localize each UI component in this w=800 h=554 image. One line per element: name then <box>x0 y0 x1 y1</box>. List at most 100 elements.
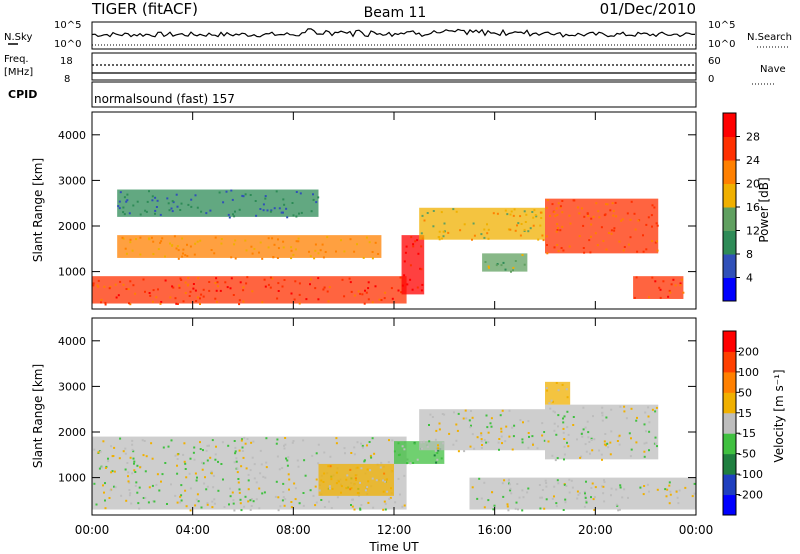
heatmap-speckle <box>124 247 127 250</box>
heatmap-speckle <box>159 213 162 216</box>
heatmap-speckle <box>503 479 506 482</box>
heatmap-speckle <box>557 227 559 229</box>
heatmap-speckle <box>330 507 333 509</box>
heatmap-speckle <box>242 456 245 459</box>
heatmap-speckle <box>557 250 560 252</box>
heatmap-speckle <box>114 283 117 286</box>
heatmap-speckle <box>533 209 536 212</box>
heatmap-speckle <box>400 291 403 294</box>
heatmap-speckle <box>271 277 274 280</box>
heatmap-speckle <box>559 229 562 232</box>
heatmap-speckle <box>572 416 575 418</box>
heatmap-speckle <box>212 474 215 477</box>
heatmap-speckle <box>229 287 232 290</box>
heatmap-speckle <box>182 252 184 255</box>
heatmap-speckle <box>226 286 229 289</box>
heatmap-speckle <box>603 443 606 446</box>
heatmap-speckle <box>139 466 142 469</box>
heatmap-speckle <box>159 241 162 244</box>
heatmap-speckle <box>437 449 440 452</box>
heatmap-speckle <box>188 295 191 297</box>
heatmap-speckle <box>245 467 248 470</box>
beam-title: Beam 11 <box>364 5 427 21</box>
y-tick-label: 2000 <box>58 220 86 233</box>
heatmap-speckle <box>133 469 136 472</box>
heatmap-speckle <box>654 442 657 445</box>
heatmap-speckle <box>382 508 385 511</box>
heatmap-speckle <box>502 495 505 498</box>
heatmap-speckle <box>150 442 153 445</box>
heatmap-speckle <box>498 448 500 451</box>
heatmap-speckle <box>174 297 177 300</box>
heatmap-speckle <box>176 472 179 475</box>
heatmap-speckle <box>129 241 132 244</box>
heatmap-speckle <box>511 426 514 429</box>
heatmap-speckle <box>206 444 209 447</box>
heatmap-speckle <box>555 207 558 210</box>
heatmap-speckle <box>231 491 234 494</box>
heatmap-speckle <box>167 202 170 205</box>
heatmap-speckle <box>523 210 526 213</box>
heatmap-speckle <box>648 449 650 452</box>
heatmap-speckle <box>590 439 593 441</box>
heatmap-speckle <box>343 250 346 253</box>
heatmap-speckle <box>586 420 589 423</box>
heatmap-speckle <box>510 270 512 273</box>
heatmap-speckle <box>244 239 247 242</box>
heatmap-speckle <box>508 435 511 438</box>
heatmap-speckle <box>130 502 133 505</box>
heatmap-speckle <box>222 478 224 481</box>
heatmap-speckle <box>390 287 393 290</box>
heatmap-speckle <box>635 419 638 422</box>
heatmap-speckle <box>293 298 296 301</box>
heatmap-speckle <box>546 244 548 246</box>
heatmap-speckle <box>587 431 590 434</box>
heatmap-speckle <box>349 488 352 491</box>
heatmap-speckle <box>250 245 253 248</box>
heatmap-speckle <box>353 508 356 511</box>
heatmap-speckle <box>648 430 651 433</box>
heatmap-speckle <box>480 438 483 441</box>
heatmap-speckle <box>249 499 252 502</box>
heatmap-speckle <box>175 193 178 196</box>
heatmap-speckle <box>630 407 633 410</box>
heatmap-speckle <box>157 288 159 291</box>
heatmap-speckle <box>187 277 190 279</box>
heatmap-speckle <box>543 431 546 433</box>
heatmap-speckle <box>164 462 167 464</box>
heatmap-speckle <box>211 439 214 442</box>
heatmap-speckle <box>139 236 142 239</box>
heatmap-speckle <box>227 213 230 216</box>
heatmap-speckle <box>428 424 430 426</box>
heatmap-speckle <box>262 475 265 478</box>
heatmap-speckle <box>644 411 647 414</box>
heatmap-speckle <box>506 505 509 508</box>
heatmap-speckle <box>384 508 387 511</box>
heatmap-speckle <box>488 266 490 269</box>
heatmap-speckle <box>253 247 256 250</box>
heatmap-speckle <box>143 440 146 442</box>
heatmap-speckle <box>368 441 371 443</box>
heatmap-speckle <box>202 295 205 298</box>
heatmap-speckle <box>483 236 486 239</box>
heatmap-speckle <box>280 211 283 214</box>
heatmap-speckle <box>133 460 136 463</box>
heatmap-speckle <box>113 470 116 473</box>
heatmap-speckle <box>131 249 134 252</box>
heatmap-speckle <box>564 498 567 501</box>
heatmap-speckle <box>357 290 360 293</box>
heatmap-speckle <box>498 438 501 440</box>
heatmap-speckle <box>210 249 213 251</box>
heatmap-speckle <box>559 206 562 209</box>
heatmap-speckle <box>643 442 646 445</box>
heatmap-speckle <box>581 431 584 434</box>
heatmap-speckle <box>125 288 128 290</box>
heatmap-speckle <box>642 234 644 237</box>
heatmap-speckle <box>452 443 455 446</box>
heatmap-speckle <box>585 501 588 504</box>
heatmap-speckle <box>653 206 656 209</box>
heatmap-speckle <box>229 487 231 490</box>
heatmap-speckle <box>613 229 616 232</box>
heatmap-speckle <box>600 226 603 229</box>
heatmap-speckle <box>201 461 203 464</box>
